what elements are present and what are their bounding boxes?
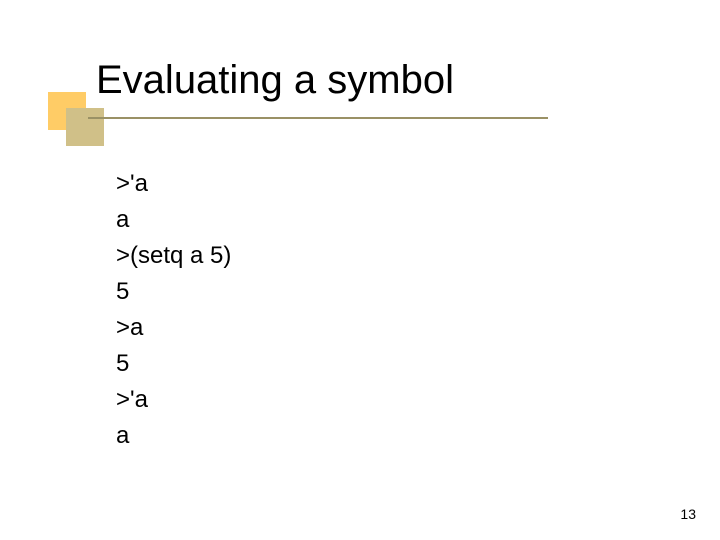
slide-title: Evaluating a symbol <box>96 58 454 103</box>
accent-square-front <box>66 108 104 146</box>
slide: Evaluating a symbol >'a a >(setq a 5) 5 … <box>0 0 720 540</box>
body-line: 5 <box>116 274 231 310</box>
body-line: 5 <box>116 346 231 382</box>
title-underline <box>88 117 548 119</box>
body-line: a <box>116 418 231 454</box>
page-number: 13 <box>680 506 696 522</box>
slide-body: >'a a >(setq a 5) 5 >a 5 >'a a <box>116 166 231 454</box>
body-line: >'a <box>116 166 231 202</box>
body-line: >(setq a 5) <box>116 238 231 274</box>
body-line: >a <box>116 310 231 346</box>
body-line: >'a <box>116 382 231 418</box>
body-line: a <box>116 202 231 238</box>
